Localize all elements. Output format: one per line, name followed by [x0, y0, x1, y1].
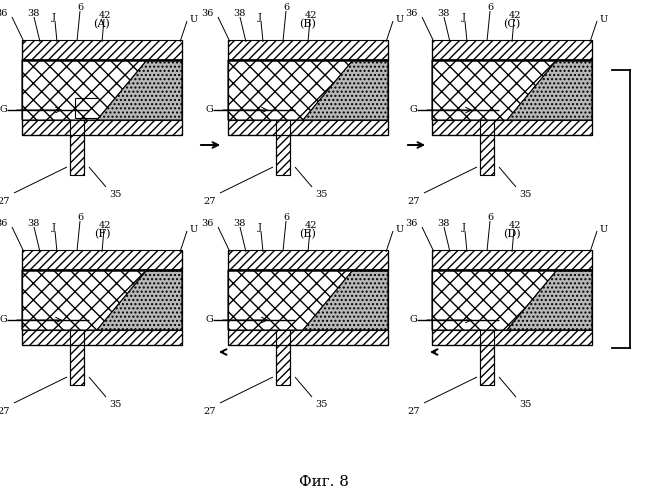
Bar [480, 120, 494, 175]
Text: 27: 27 [0, 197, 10, 206]
Text: G: G [409, 314, 417, 324]
Polygon shape [432, 60, 557, 120]
Bar [22, 120, 182, 135]
Text: 38: 38 [27, 220, 39, 228]
Text: U: U [190, 14, 198, 24]
Text: U: U [396, 14, 404, 24]
Text: U: U [190, 224, 198, 234]
Text: 6: 6 [487, 4, 493, 13]
Text: 36: 36 [202, 220, 214, 228]
Polygon shape [507, 270, 592, 330]
Bar [70, 330, 84, 385]
Text: 35: 35 [315, 400, 327, 409]
Text: 27: 27 [203, 407, 216, 416]
Polygon shape [97, 60, 182, 120]
Text: 35: 35 [109, 190, 121, 199]
Text: Фиг. 8: Фиг. 8 [299, 475, 349, 489]
Text: 35: 35 [519, 190, 531, 199]
Polygon shape [228, 60, 353, 120]
Bar [480, 330, 494, 385]
Bar [276, 120, 290, 175]
Text: 36: 36 [0, 220, 8, 228]
Text: 35: 35 [315, 190, 327, 199]
Bar [22, 330, 182, 345]
Bar [276, 330, 290, 385]
Text: (C): (C) [503, 19, 520, 29]
Text: J: J [258, 224, 262, 232]
Text: J: J [462, 14, 466, 22]
Polygon shape [22, 60, 147, 120]
Text: J: J [52, 224, 56, 232]
Text: G: G [409, 104, 417, 114]
Polygon shape [228, 250, 388, 270]
Text: J: J [52, 14, 56, 22]
Text: J: J [258, 14, 262, 22]
Text: (F): (F) [94, 229, 110, 239]
Text: 35: 35 [109, 400, 121, 409]
Polygon shape [432, 250, 592, 270]
Text: 42: 42 [509, 222, 521, 230]
Text: 36: 36 [0, 10, 8, 18]
Text: 6: 6 [77, 214, 83, 222]
Text: 38: 38 [437, 10, 449, 18]
Polygon shape [303, 270, 388, 330]
Text: 27: 27 [0, 407, 10, 416]
Text: 42: 42 [509, 12, 521, 20]
Polygon shape [22, 250, 182, 270]
Text: 6: 6 [487, 214, 493, 222]
Text: (D): (D) [503, 229, 521, 239]
Polygon shape [507, 60, 592, 120]
Text: 27: 27 [203, 197, 216, 206]
Text: 6: 6 [283, 214, 289, 222]
Polygon shape [303, 60, 388, 120]
Text: U: U [600, 224, 608, 234]
Polygon shape [22, 270, 147, 330]
Text: (A): (A) [93, 19, 110, 29]
Text: 27: 27 [408, 197, 420, 206]
Text: 6: 6 [77, 4, 83, 13]
Text: G: G [205, 104, 213, 114]
Text: U: U [600, 14, 608, 24]
Text: (B): (B) [299, 19, 316, 29]
Text: U: U [396, 224, 404, 234]
Text: 38: 38 [233, 10, 245, 18]
Polygon shape [432, 40, 592, 60]
Text: G: G [0, 104, 7, 114]
Text: 38: 38 [233, 220, 245, 228]
Text: J: J [462, 224, 466, 232]
Text: 38: 38 [27, 10, 39, 18]
Bar [228, 120, 388, 135]
Text: G: G [205, 314, 213, 324]
Text: 42: 42 [305, 12, 318, 20]
Text: 35: 35 [519, 400, 531, 409]
Text: 36: 36 [202, 10, 214, 18]
Text: 27: 27 [408, 407, 420, 416]
Bar [432, 120, 592, 135]
Text: 36: 36 [406, 220, 418, 228]
Polygon shape [432, 270, 557, 330]
Text: 38: 38 [437, 220, 449, 228]
Text: (E): (E) [299, 229, 316, 239]
Text: 42: 42 [305, 222, 318, 230]
Text: 42: 42 [98, 12, 111, 20]
Text: G: G [0, 314, 7, 324]
Bar [432, 330, 592, 345]
Bar [70, 120, 84, 175]
Text: 42: 42 [98, 222, 111, 230]
Polygon shape [228, 270, 353, 330]
Bar [228, 330, 388, 345]
Polygon shape [228, 40, 388, 60]
Polygon shape [22, 40, 182, 60]
Text: 36: 36 [406, 10, 418, 18]
Polygon shape [97, 270, 182, 330]
Text: 6: 6 [283, 4, 289, 13]
